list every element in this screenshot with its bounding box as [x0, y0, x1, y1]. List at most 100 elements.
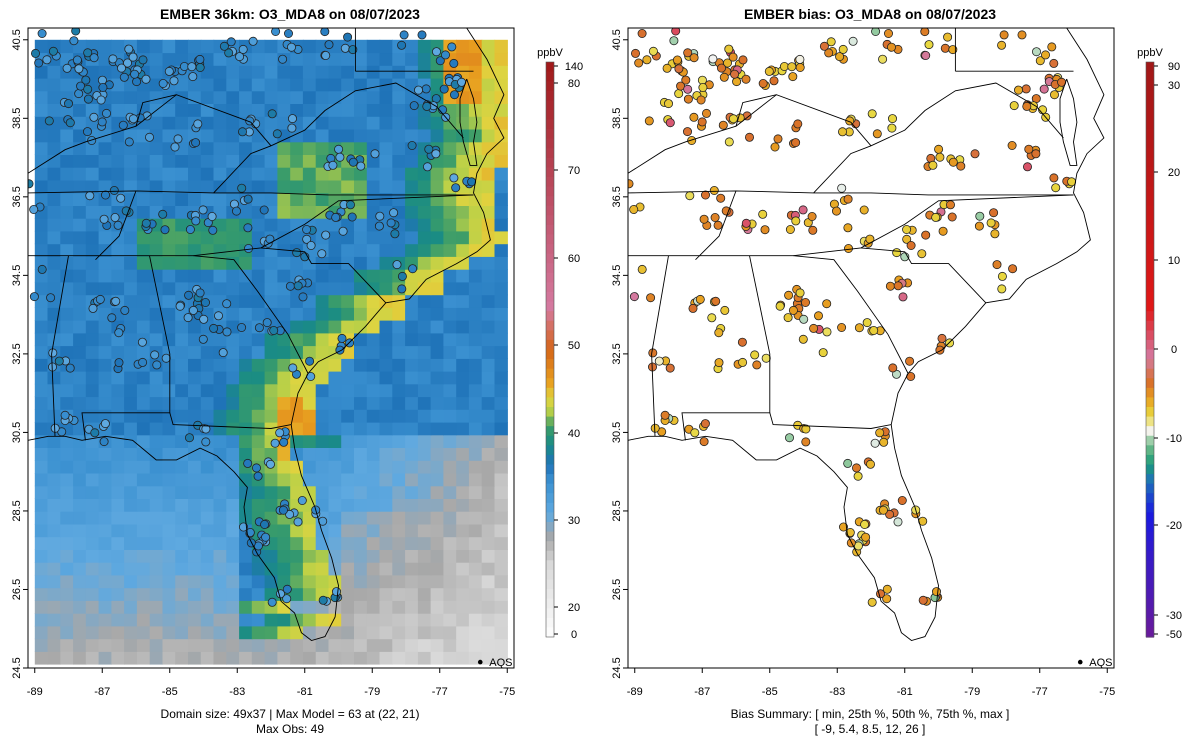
model-grid-cell	[354, 281, 368, 296]
bias-site	[843, 223, 853, 233]
model-grid-cell	[392, 422, 406, 436]
bias-site	[724, 44, 734, 54]
model-grid-cell	[85, 179, 100, 194]
model-grid-cell	[366, 129, 381, 143]
model-grid-cell	[417, 65, 432, 79]
model-grid-cell	[264, 651, 278, 665]
colorbar-segment	[546, 407, 554, 418]
observation-site	[397, 284, 407, 294]
model-grid-cell	[136, 574, 151, 589]
observation-site	[102, 108, 112, 118]
model-grid-cell	[213, 65, 227, 79]
model-grid-cell	[315, 562, 330, 576]
model-grid-cell	[188, 154, 202, 168]
model-grid-cell	[149, 523, 164, 538]
model-grid-cell	[328, 409, 342, 423]
observation-site	[169, 76, 179, 86]
model-grid-cell	[277, 269, 291, 283]
model-grid-cell	[430, 447, 444, 461]
model-grid-cell	[149, 154, 164, 168]
model-grid-cell	[251, 434, 266, 448]
model-grid-cell	[341, 485, 355, 499]
bias-site	[690, 428, 700, 438]
model-grid-cell	[341, 562, 355, 576]
model-grid-cell	[200, 409, 215, 423]
model-grid-cell	[302, 129, 317, 143]
model-grid-cell	[226, 256, 240, 270]
model-grid-cell	[73, 358, 87, 372]
model-grid-cell	[456, 129, 470, 143]
model-grid-cell	[354, 498, 368, 512]
model-grid-cell	[315, 320, 330, 334]
model-grid-cell	[124, 179, 138, 194]
bias-site	[707, 313, 717, 323]
model-grid-cell	[302, 396, 317, 410]
colorbar-tick-label: 90	[1168, 61, 1180, 73]
model-grid-cell	[468, 587, 483, 601]
observation-site	[152, 360, 162, 370]
model-grid-cell	[188, 383, 202, 398]
y-tick-label: 30.5	[11, 422, 23, 443]
bias-site	[886, 42, 896, 52]
model-grid-cell	[34, 320, 49, 334]
state-border	[250, 121, 272, 147]
model-grid-cell	[175, 574, 189, 589]
model-grid-cell	[34, 65, 49, 79]
bias-site	[788, 305, 798, 315]
model-grid-cell	[264, 409, 278, 423]
model-grid-cell	[468, 638, 483, 652]
observation-site	[345, 200, 355, 210]
model-grid-cell	[98, 625, 112, 640]
model-grid-cell	[60, 320, 74, 334]
observation-site	[467, 177, 477, 187]
model-grid-cell	[200, 600, 215, 614]
model-grid-cell	[85, 549, 100, 563]
model-grid-cell	[60, 549, 74, 563]
model-grid-cell	[200, 587, 215, 601]
x-tick-label: -77	[1032, 686, 1048, 698]
observation-site	[421, 84, 431, 94]
model-grid-cell	[328, 536, 342, 550]
model-grid-cell	[392, 587, 406, 601]
model-grid-cell	[494, 65, 508, 79]
model-grid-cell	[175, 269, 189, 283]
model-grid-cell	[328, 358, 342, 372]
bias-site	[813, 311, 823, 321]
model-grid-cell	[162, 167, 176, 181]
model-grid-cell	[481, 179, 496, 194]
colorbar-tick-label: 60	[568, 253, 580, 265]
model-grid-cell	[188, 90, 202, 104]
bias-site	[865, 459, 875, 469]
model-grid-cell	[366, 600, 381, 614]
model-grid-cell	[468, 154, 483, 168]
model-grid-cell	[456, 562, 470, 576]
observation-site	[83, 94, 93, 104]
observation-site	[120, 305, 130, 315]
model-grid-cell	[98, 562, 112, 576]
plot-frame	[27, 27, 515, 669]
model-grid-cell	[481, 129, 496, 143]
model-grid-cell	[162, 651, 176, 665]
model-grid-cell	[366, 52, 381, 66]
model-grid-cell	[302, 192, 317, 206]
model-grid-cell	[213, 485, 227, 499]
colorbar-segment	[546, 579, 554, 590]
model-grid-cell	[494, 651, 508, 665]
observation-site	[107, 313, 117, 323]
model-grid-cell	[417, 409, 432, 423]
model-grid-cell	[379, 511, 393, 525]
model-grid-cell	[366, 39, 381, 54]
model-grid-cell	[226, 613, 240, 627]
model-grid-cell	[188, 549, 202, 563]
y-tick-label: 30.5	[611, 422, 623, 443]
model-grid-cell	[60, 230, 74, 245]
colorbar-segment	[1146, 512, 1154, 523]
bias-site	[997, 40, 1007, 50]
model-grid-cell	[494, 345, 508, 359]
bias-site	[848, 36, 858, 46]
model-grid-cell	[98, 651, 112, 665]
model-grid-cell	[430, 600, 444, 614]
model-grid-cell	[443, 396, 457, 410]
model-grid-cell	[481, 536, 496, 550]
bias-site	[860, 520, 870, 530]
